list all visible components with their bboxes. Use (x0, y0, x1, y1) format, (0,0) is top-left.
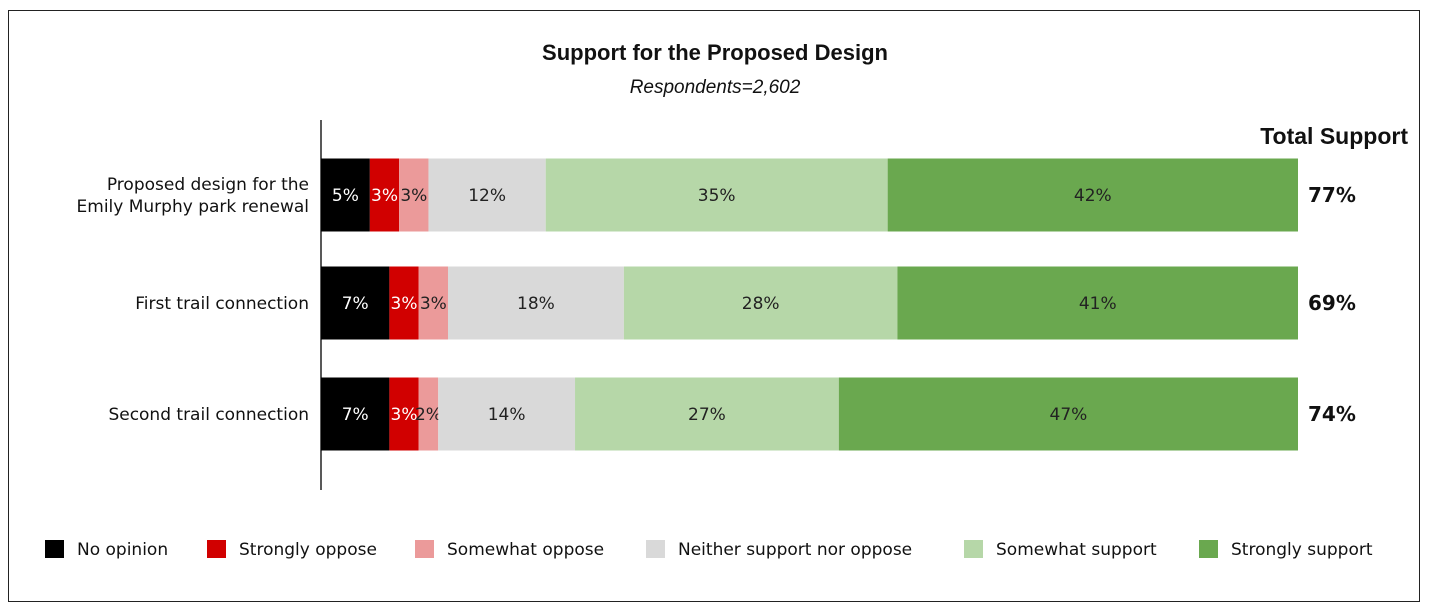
category-label: First trail connection (135, 294, 309, 314)
bar-value-label: 35% (698, 186, 736, 206)
bar-value-label: 3% (391, 294, 418, 314)
legend-swatch (964, 540, 983, 558)
legend-label: Neither support nor oppose (678, 540, 912, 560)
legend-swatch (415, 540, 434, 558)
bar-value-label: 5% (332, 186, 359, 206)
bar-segment (448, 266, 624, 340)
bar-value-label: 3% (391, 405, 418, 425)
legend-label: Somewhat support (996, 540, 1157, 560)
bar-segment (887, 158, 1298, 232)
bar-value-label: 2% (415, 405, 442, 425)
legend-swatch (207, 540, 226, 558)
bar-value-label: 7% (342, 294, 369, 314)
bar-value-label: 3% (400, 186, 427, 206)
bar-segment (418, 266, 449, 340)
bar-segment (575, 377, 839, 451)
bar-segment (389, 377, 419, 451)
bar-segment (369, 158, 400, 232)
bar-segment (545, 158, 888, 232)
legend-swatch (45, 540, 64, 558)
chart-subtitle: Respondents=2,602 (629, 77, 801, 98)
category-label: Second trail connection (108, 405, 309, 425)
bar-segment (838, 377, 1298, 451)
bar-value-label: 3% (420, 294, 447, 314)
total-support-value: 69% (1308, 291, 1356, 315)
total-support-header: Total Support (1260, 123, 1408, 149)
bar-segment (321, 266, 390, 340)
bar-value-label: 12% (468, 186, 506, 206)
bar-value-label: 14% (488, 405, 526, 425)
bar-segment (623, 266, 898, 340)
bar-value-label: 7% (342, 405, 369, 425)
bar-value-label: 42% (1074, 186, 1112, 206)
total-support-value: 74% (1308, 402, 1356, 426)
category-label: Proposed design for the (107, 175, 309, 195)
bar-value-label: 47% (1050, 405, 1088, 425)
bar-value-label: 3% (371, 186, 398, 206)
legend-swatch (1199, 540, 1218, 558)
bar-segment (399, 158, 429, 232)
legend-label: Strongly oppose (239, 540, 377, 560)
legend-swatch (646, 540, 665, 558)
bar-segment (321, 158, 370, 232)
bar-value-label: 27% (688, 405, 726, 425)
legend-label: No opinion (77, 540, 168, 560)
bar-value-label: 28% (742, 294, 780, 314)
bar-value-label: 41% (1079, 294, 1117, 314)
bar-segment (438, 377, 576, 451)
bar-segment (418, 377, 439, 451)
bar-value-label: 18% (517, 294, 555, 314)
total-support-value: 77% (1308, 183, 1356, 207)
bar-segment (428, 158, 546, 232)
bar-segment (321, 377, 390, 451)
category-label: Emily Murphy park renewal (77, 197, 309, 217)
chart-title: Support for the Proposed Design (542, 40, 888, 65)
bar-segment (897, 266, 1298, 340)
bar-segment (389, 266, 419, 340)
legend-label: Strongly support (1231, 540, 1373, 560)
legend-label: Somewhat oppose (447, 540, 604, 560)
